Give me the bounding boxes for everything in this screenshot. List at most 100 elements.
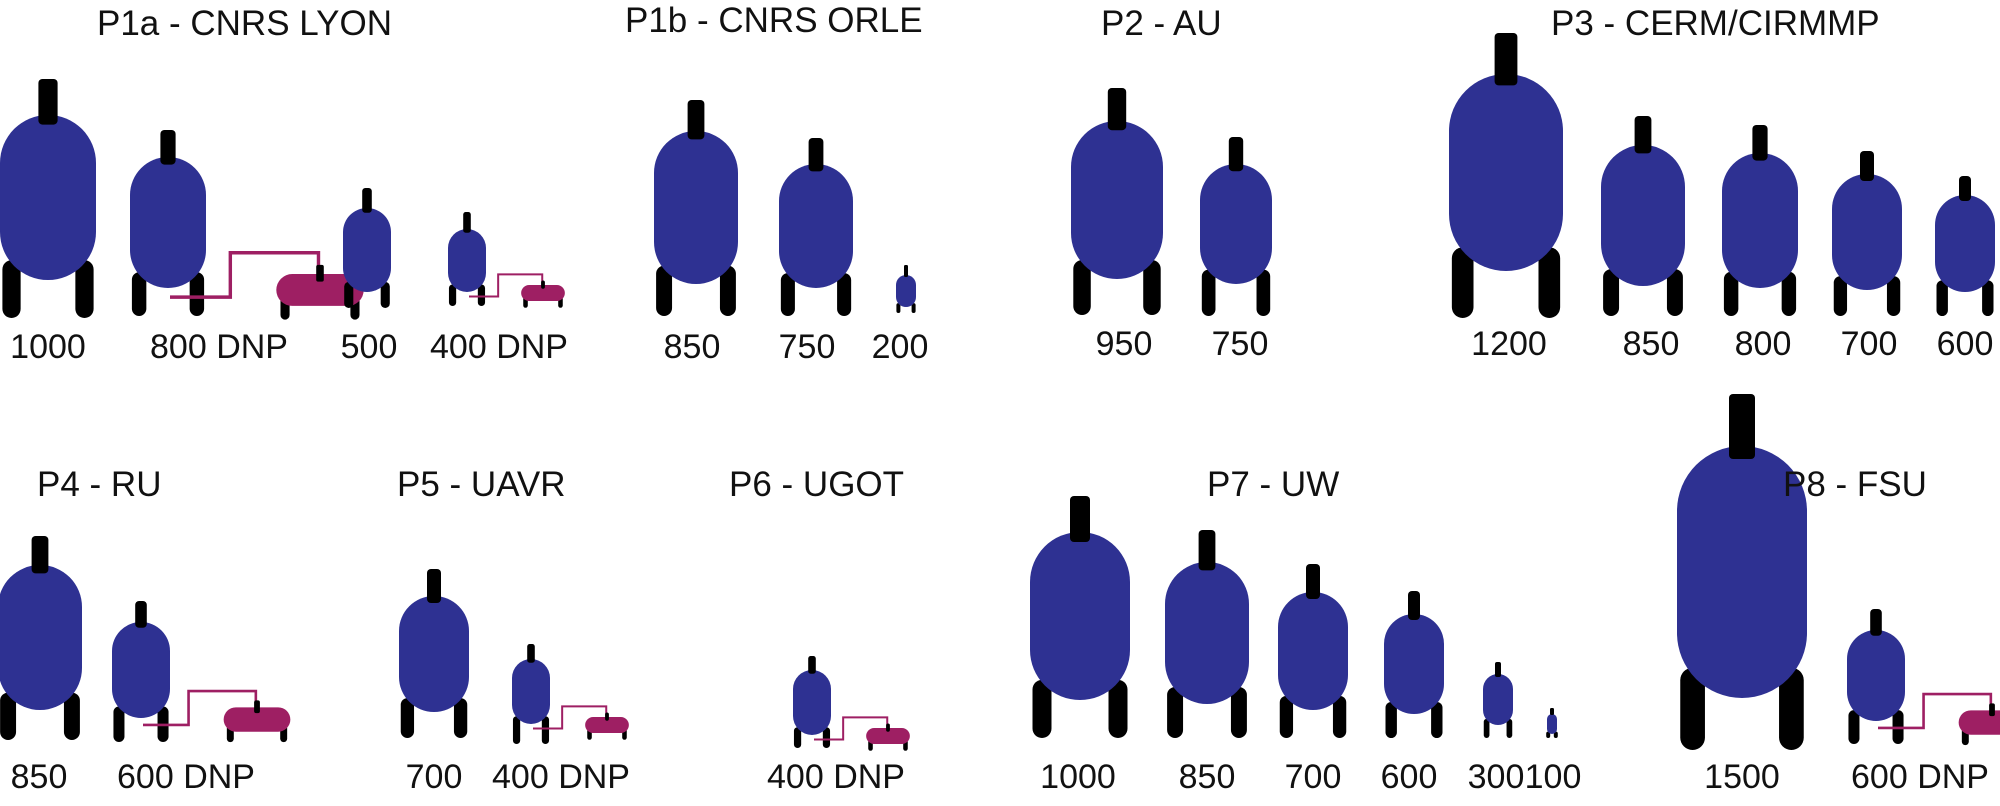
group-title-p2: P2 - AU	[1101, 4, 1222, 43]
dnp-gyrotron-body	[1958, 710, 2000, 735]
magnet-stem	[1070, 496, 1090, 542]
magnet-leg	[2, 260, 21, 318]
magnet-leg	[911, 303, 916, 313]
magnet-body	[1547, 714, 1557, 734]
magnet-label: 1000	[1040, 758, 1116, 796]
group-title-p1b: P1b - CNRS ORLE	[625, 1, 923, 40]
magnet-leg	[896, 303, 901, 313]
magnet-leg	[75, 260, 94, 318]
dnp-gyrotron-body	[521, 285, 565, 301]
dnp-gyrotron-body	[276, 274, 364, 306]
magnet-leg	[1781, 271, 1797, 316]
magnet-leg	[453, 698, 468, 738]
magnet-stem	[527, 644, 535, 663]
magnet-stem	[135, 601, 147, 628]
magnet-stem	[1550, 708, 1554, 715]
magnet-body	[448, 229, 486, 292]
magnet-body	[1832, 174, 1902, 290]
group-title-p7: P7 - UW	[1207, 465, 1340, 504]
magnet-label: 400 DNP	[430, 328, 568, 366]
magnet-stem	[1752, 125, 1768, 161]
magnet-leg	[1779, 667, 1804, 750]
magnet-stem	[1495, 662, 1501, 677]
group-title-p3: P3 - CERM/CIRMMP	[1551, 4, 1880, 43]
magnet-leg	[1982, 280, 1994, 316]
magnet-leg	[113, 706, 125, 742]
magnet-body	[399, 596, 469, 712]
magnet-leg	[1833, 276, 1848, 316]
magnet-stem	[1634, 116, 1652, 154]
magnet-label: 1000	[10, 328, 86, 366]
group-title-p4: P4 - RU	[37, 465, 162, 504]
magnet-stem	[687, 100, 705, 140]
magnet-leg	[380, 281, 390, 308]
magnet-body	[1200, 164, 1272, 284]
magnet-stem	[362, 188, 372, 213]
magnet-leg	[1431, 702, 1443, 738]
magnet-leg	[1385, 702, 1397, 738]
dnp-stem	[605, 712, 609, 721]
magnet-leg	[344, 281, 354, 308]
magnet-label: 400 DNP	[492, 758, 630, 796]
magnet-stem	[808, 138, 824, 172]
magnet-leg	[1483, 718, 1490, 738]
magnet-stem	[1959, 176, 1971, 201]
dnp-waveguide	[1878, 692, 1993, 730]
magnet-leg	[448, 284, 457, 306]
magnet-stem	[427, 569, 441, 603]
magnet-label: 800 DNP	[150, 328, 288, 366]
group-title-p5: P5 - UAVR	[397, 465, 566, 504]
magnet-leg	[1451, 247, 1474, 318]
magnet-stem	[1870, 609, 1882, 636]
magnet-body	[1384, 614, 1444, 714]
magnet-leg	[822, 727, 831, 748]
magnet-leg	[1553, 731, 1558, 738]
dnp-waveguide	[170, 251, 321, 299]
magnet-body	[0, 565, 82, 710]
magnet-label: 700	[1840, 325, 1898, 363]
magnet-leg	[1506, 718, 1513, 738]
magnet-label: 700	[405, 758, 463, 796]
magnet-stem	[31, 536, 49, 574]
dnp-gyrotron-body	[866, 728, 910, 744]
magnet-leg	[63, 692, 80, 740]
magnet-body	[1483, 674, 1513, 725]
magnet-leg	[1073, 260, 1091, 315]
magnet-stem	[1198, 530, 1216, 571]
magnet-leg	[1546, 731, 1551, 738]
magnet-label: 600	[1936, 325, 1994, 363]
magnet-label: 600	[1380, 758, 1438, 796]
magnet-body	[793, 670, 831, 735]
magnet-label: 850	[663, 328, 721, 366]
magnet-body	[1278, 592, 1348, 710]
magnet-label: 750	[778, 328, 836, 366]
magnet-body	[1677, 446, 1807, 698]
magnet-leg	[1032, 679, 1052, 738]
magnet-label: 600 DNP	[117, 758, 255, 796]
dnp-stem	[1989, 703, 1995, 717]
magnet-leg	[1143, 260, 1161, 315]
dnp-stem	[254, 700, 260, 714]
group-title-p1a: P1a - CNRS LYON	[97, 4, 392, 43]
group-title-p6: P6 - UGOT	[729, 465, 905, 504]
magnet-label: 800	[1734, 325, 1792, 363]
magnet-body	[654, 131, 738, 284]
magnet-body	[1165, 562, 1249, 704]
magnet-leg	[793, 727, 802, 748]
magnet-label: 200	[871, 328, 929, 366]
magnet-leg	[837, 273, 852, 316]
magnet-label: 950	[1095, 325, 1153, 363]
dnp-stem	[541, 280, 545, 289]
dnp-waveguide	[533, 705, 608, 730]
magnet-label: 750	[1211, 325, 1269, 363]
magnet-leg	[1256, 269, 1271, 316]
dnp-stem	[886, 723, 890, 732]
magnet-leg	[656, 265, 673, 316]
magnet-stem	[1107, 88, 1127, 131]
magnet-stem	[1228, 137, 1244, 172]
magnet-stem	[463, 212, 471, 233]
dnp-gyrotron-body	[223, 707, 291, 732]
magnet-body	[1935, 195, 1995, 292]
magnet-label: 600 DNP	[1851, 758, 1989, 796]
